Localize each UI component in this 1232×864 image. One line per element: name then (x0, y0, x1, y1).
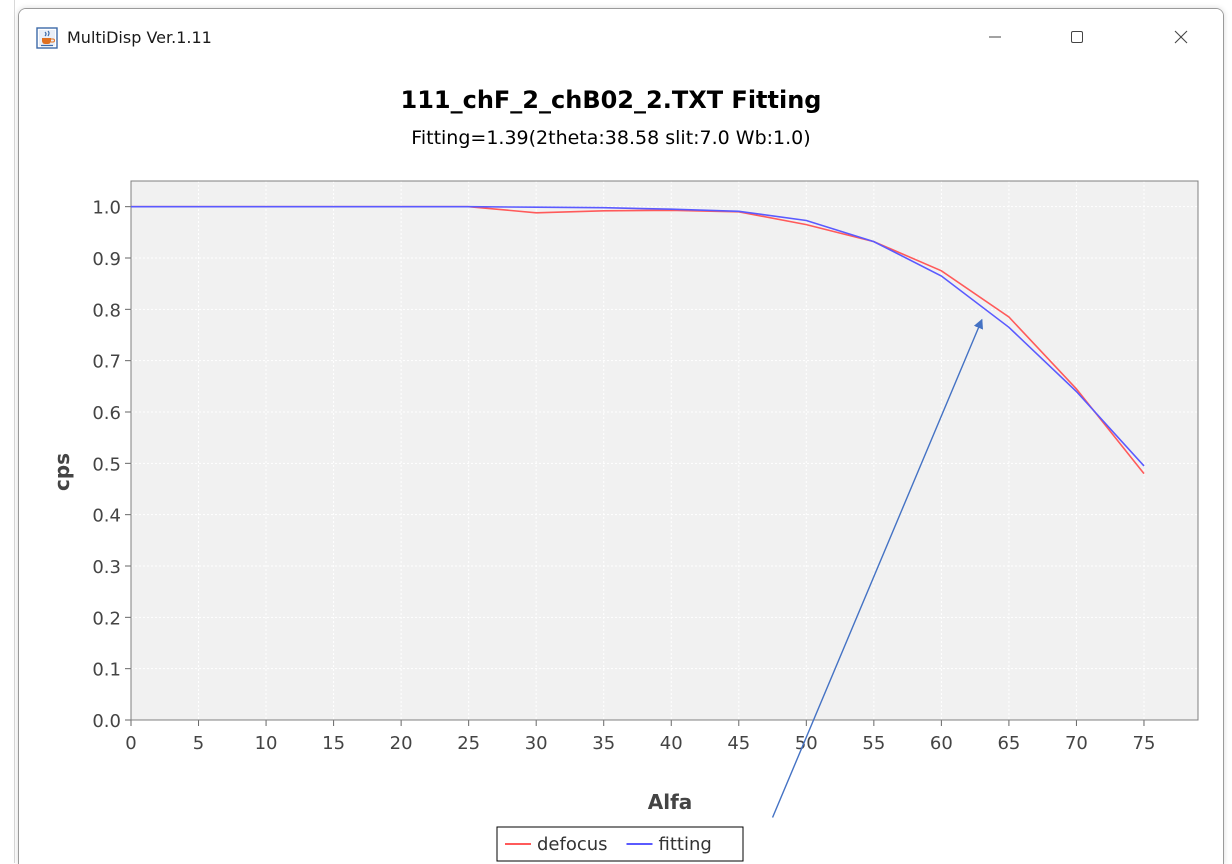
plot-background (131, 181, 1198, 720)
x-tick-label: 40 (660, 733, 683, 754)
y-tick-label: 0.0 (92, 711, 121, 732)
plot-area: 0.0 0.1 0.2 0.3 0.4 0.5 0.6 0.7 0.8 0.9 1.0 0 5 10 15 2… (92, 180, 1199, 754)
legend-label-defocus: defocus (537, 834, 608, 855)
y-tick-label: 0.1 (92, 660, 121, 681)
minimize-button[interactable] (967, 17, 1023, 57)
maximize-icon (1071, 31, 1083, 43)
desktop-top-edge (0, 0, 1232, 8)
legend: defocus fitting (496, 826, 744, 862)
x-tick-label: 75 (1133, 733, 1156, 754)
x-tick-label: 35 (592, 733, 615, 754)
x-tick-label: 20 (390, 733, 413, 754)
x-tick-label: 60 (930, 733, 953, 754)
y-tick-label: 0.6 (92, 403, 121, 424)
y-tick-label: 0.3 (92, 557, 121, 578)
line-chart: 111_chF_2_chB02_2.TXT Fitting Fitting=1.… (50, 86, 1199, 862)
x-tick-label: 45 (727, 733, 750, 754)
x-tick-label: 65 (997, 733, 1020, 754)
x-tick-label: 30 (525, 733, 548, 754)
close-icon (1174, 30, 1188, 44)
annotations (771, 318, 983, 818)
y-tick-label: 0.2 (92, 608, 121, 629)
x-tick-label: 50 (795, 733, 818, 754)
close-button[interactable] (1153, 17, 1209, 57)
y-tick-label: 1.0 (92, 198, 121, 219)
chart-title: 111_chF_2_chB02_2.TXT Fitting (401, 86, 822, 114)
plot-border (130, 180, 1199, 721)
y-tick-label: 0.4 (92, 506, 121, 527)
chart-panel: 111_chF_2_chB02_2.TXT Fitting Fitting=1.… (19, 67, 1223, 864)
legend-label-fitting: fitting (659, 834, 712, 855)
x-tick-label: 15 (322, 733, 345, 754)
x-tick-label: 55 (862, 733, 885, 754)
series-line-fitting (131, 205, 1145, 467)
multidisp-window: MultiDisp Ver.1.11 111_chF_2_chB0 (18, 8, 1224, 864)
x-tick-label: 25 (457, 733, 480, 754)
maximize-button[interactable] (1049, 17, 1105, 57)
chart-subtitle: Fitting=1.39(2theta:38.58 slit:7.0 Wb:1.… (411, 127, 810, 149)
minimize-icon (989, 36, 1001, 38)
annotation-arrow (771, 318, 983, 818)
x-tick-label: 0 (125, 733, 136, 754)
y-axis-label: cps (50, 453, 74, 491)
background-window-edge (0, 0, 15, 863)
x-tick-label: 10 (255, 733, 278, 754)
y-tick-label: 0.9 (92, 249, 121, 270)
x-tick-label: 70 (1065, 733, 1088, 754)
x-axis-label: Alfa (648, 790, 693, 814)
legend-box (496, 826, 744, 862)
y-tick-label: 0.8 (92, 300, 121, 321)
x-tick-label: 5 (193, 733, 204, 754)
title-bar[interactable]: MultiDisp Ver.1.11 (19, 9, 1223, 67)
y-tick-label: 0.7 (92, 352, 121, 373)
java-coffee-icon (36, 27, 58, 49)
window-title: MultiDisp Ver.1.11 (67, 28, 212, 47)
y-tick-label: 0.5 (92, 454, 121, 475)
